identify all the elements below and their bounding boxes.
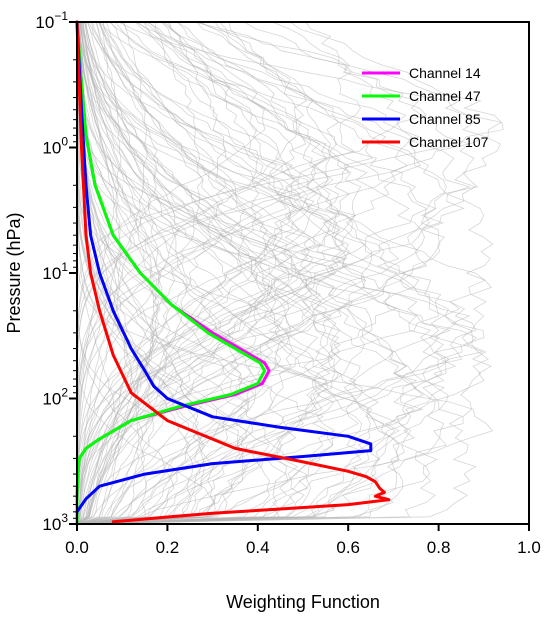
background-profile-line [76,21,501,525]
background-profile-line [76,21,336,525]
legend-label: Channel 85 [409,111,481,127]
x-axis: 0.0 0.2 0.4 0.6 0.8 1.0 [65,524,541,557]
background-profile-line [76,21,281,525]
background-profile-line [76,21,341,525]
background-profile-line [76,21,363,525]
background-profile-line [76,21,471,525]
background-profile-line [76,21,121,525]
background-profile-line [76,21,449,525]
background-profile-line [76,21,293,525]
background-profile-line [76,21,413,525]
background-profile-line [76,21,336,525]
y-tick-label: 101 [42,260,68,283]
legend-label: Channel 107 [409,134,489,150]
y-tick-label: 103 [42,511,68,534]
x-tick-label: 0.4 [246,538,270,557]
y-axis: 10−1 100 101 102 103 [35,9,77,534]
background-profile-line [76,21,333,525]
background-profile-line [76,21,286,525]
background-profile-line [76,21,493,525]
y-tick-label: 102 [42,386,68,409]
x-tick-label: 0.2 [156,538,180,557]
background-profile-line [76,21,373,525]
series-line-channel-85 [75,20,373,514]
background-profile-line [76,21,441,525]
background-profile-line [76,21,445,525]
background-profile-line [76,21,330,525]
y-tick-label: 10−1 [35,9,68,32]
background-profile-line [76,21,204,525]
background-profile-line [76,21,477,525]
background-profile-line [76,21,424,525]
legend: Channel 14 Channel 47 Channel 85 Channel 10… [362,65,489,150]
x-axis-title: Weighting Function [226,592,380,612]
x-tick-label: 0.0 [65,538,89,557]
background-profile-line [76,21,292,525]
background-profile-line [76,21,122,525]
y-tick-label: 100 [42,135,68,158]
background-profile-line [76,21,447,525]
background-profile-line [76,21,489,525]
background-profile-line [76,21,447,525]
series-line-channel-47 [75,20,267,526]
x-tick-label: 0.6 [336,538,360,557]
background-profile-line [76,21,188,525]
x-tick-label: 0.8 [427,538,451,557]
background-profile-line [76,21,373,525]
background-profile-line [76,21,342,525]
background-profile-line [76,21,180,525]
background-profile-line [76,21,477,525]
legend-label: Channel 47 [409,88,481,104]
background-profile-line [76,21,353,525]
background-profile-line [76,21,226,525]
series-line-channel-107 [75,20,391,524]
series-layer [75,20,391,526]
legend-label: Channel 14 [409,65,481,81]
x-tick-label: 1.0 [517,538,541,557]
y-axis-title: Pressure (hPa) [4,212,24,333]
